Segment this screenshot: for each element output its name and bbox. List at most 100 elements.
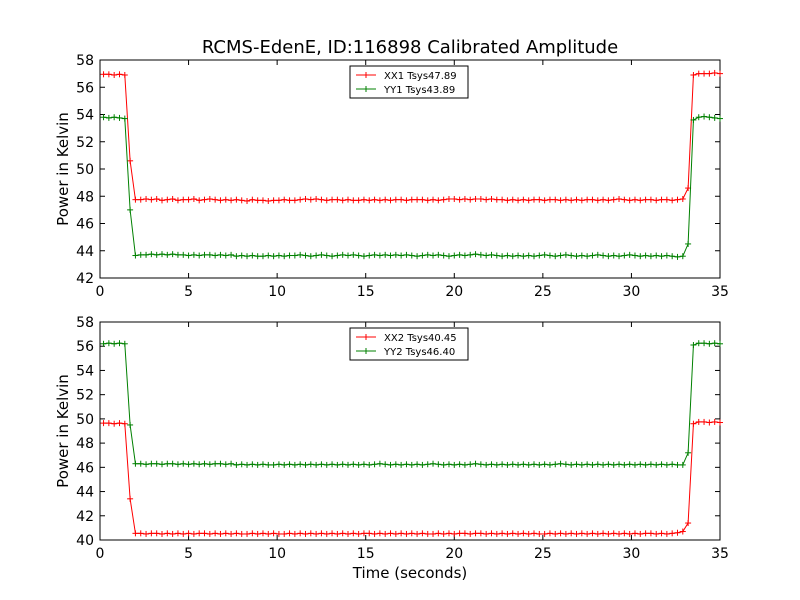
data-point [562, 461, 569, 468]
data-point [222, 461, 229, 468]
data-point [520, 461, 527, 468]
data-point [616, 195, 623, 202]
data-point [244, 530, 251, 537]
data-point [701, 340, 708, 347]
data-point [520, 196, 527, 203]
data-point [238, 530, 245, 537]
data-point [398, 461, 405, 468]
data-point [584, 196, 591, 203]
data-point [631, 196, 638, 203]
data-point [472, 251, 479, 258]
x-tick-label: 5 [184, 284, 193, 300]
data-point [605, 197, 612, 204]
data-point [297, 196, 304, 203]
data-point [493, 196, 500, 203]
data-point [127, 495, 134, 502]
data-point [414, 530, 421, 537]
data-point [435, 197, 442, 204]
data-point [509, 530, 516, 537]
data-point [111, 420, 118, 427]
data-point [674, 461, 681, 468]
data-point [653, 252, 660, 259]
data-point [616, 530, 623, 537]
data-point [105, 340, 112, 347]
data-point [302, 530, 309, 537]
data-point [573, 461, 580, 468]
data-point [286, 197, 293, 204]
legend-entry-label: YY2 Tsys46.40 [383, 347, 455, 358]
data-point [594, 197, 601, 204]
data-point [318, 251, 325, 258]
data-point [690, 342, 697, 349]
data-point [685, 240, 692, 247]
data-point [642, 252, 649, 259]
data-point [217, 197, 224, 204]
data-point [132, 196, 139, 203]
data-point [499, 253, 506, 260]
data-point [445, 530, 452, 537]
data-point [616, 253, 623, 260]
x-tick-label: 10 [268, 284, 286, 300]
data-point [552, 253, 559, 260]
data-point [690, 420, 697, 427]
data-point [100, 114, 107, 121]
data-point [424, 197, 431, 204]
data-point [451, 530, 458, 537]
data-point [228, 251, 235, 258]
data-point [334, 461, 341, 468]
data-point [669, 253, 676, 260]
data-point [270, 197, 277, 204]
data-point [190, 530, 197, 537]
data-point [701, 70, 708, 77]
data-point [461, 530, 468, 537]
data-point [445, 461, 452, 468]
data-point [121, 71, 128, 78]
data-point [201, 251, 208, 258]
data-point [642, 530, 649, 537]
data-point [329, 196, 336, 203]
x-tick-label: 20 [445, 284, 463, 300]
data-point [472, 460, 479, 467]
data-point [663, 252, 670, 259]
data-point [196, 252, 203, 259]
data-point [360, 530, 367, 537]
data-point [339, 197, 346, 204]
data-point [626, 197, 633, 204]
data-point [456, 251, 463, 258]
data-point [456, 196, 463, 203]
data-point [392, 196, 399, 203]
data-point [589, 530, 596, 537]
data-point [105, 420, 112, 427]
data-point [366, 461, 373, 468]
data-point [717, 419, 723, 426]
data-point [605, 530, 612, 537]
data-point [711, 69, 718, 76]
data-point [233, 461, 240, 468]
data-point [557, 252, 564, 259]
data-point [137, 251, 144, 258]
data-point [504, 252, 511, 259]
data-point [717, 115, 723, 122]
data-point [313, 461, 320, 468]
data-point [711, 114, 718, 121]
data-point [717, 70, 723, 77]
data-point [477, 195, 484, 202]
data-point [430, 196, 437, 203]
data-point [164, 196, 171, 203]
data-point [371, 461, 378, 468]
y-tick-label: 42 [76, 509, 94, 525]
x-tick-label: 15 [357, 284, 375, 300]
data-point [552, 196, 559, 203]
data-point [525, 530, 532, 537]
data-point [291, 252, 298, 259]
data-point [105, 114, 112, 121]
data-point [483, 530, 490, 537]
y-tick-label: 54 [76, 108, 94, 124]
data-point [573, 253, 580, 260]
y-tick-label: 50 [76, 412, 94, 428]
data-point [206, 195, 213, 202]
data-point [690, 71, 697, 78]
data-point [307, 461, 314, 468]
data-point [339, 530, 346, 537]
data-point [578, 461, 585, 468]
